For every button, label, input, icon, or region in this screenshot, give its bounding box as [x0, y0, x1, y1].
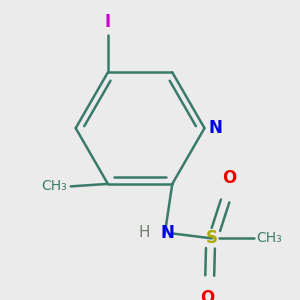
Text: N: N — [160, 224, 174, 242]
Text: CH₃: CH₃ — [256, 231, 282, 245]
Text: CH₃: CH₃ — [41, 179, 67, 194]
Text: N: N — [208, 119, 222, 137]
Text: S: S — [206, 230, 218, 247]
Text: O: O — [222, 169, 236, 188]
Text: I: I — [105, 13, 111, 31]
Text: H: H — [138, 225, 150, 240]
Text: O: O — [200, 290, 214, 300]
